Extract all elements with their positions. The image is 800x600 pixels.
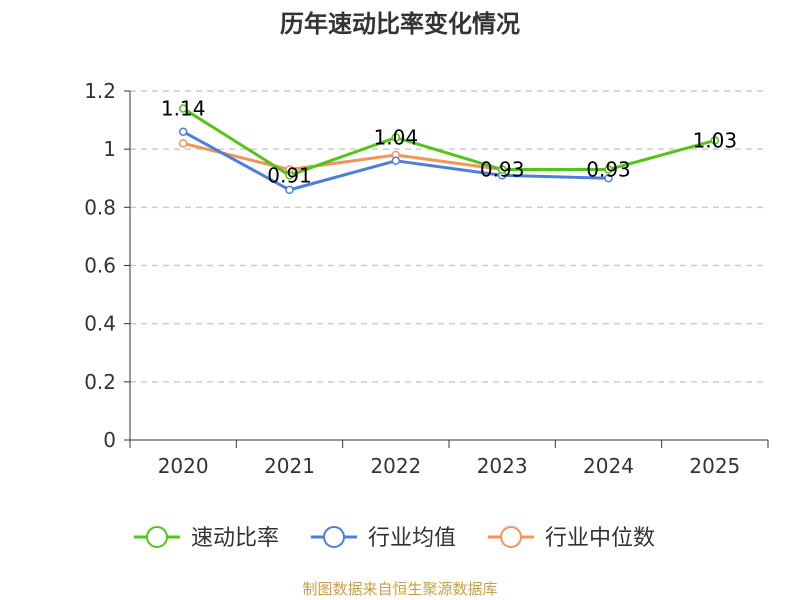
- data-label: 1.04: [374, 126, 419, 150]
- y-tick-label: 0.6: [84, 254, 116, 278]
- legend-swatch-marker: [500, 526, 522, 548]
- legend-swatch-marker: [146, 526, 168, 548]
- data-label: 0.91: [267, 163, 312, 187]
- y-tick-label: 1.2: [84, 79, 116, 103]
- data-point: [604, 165, 613, 174]
- legend: 速动比率 行业均值 行业中位数: [134, 526, 655, 551]
- data-point: [391, 133, 401, 142]
- data-point: [497, 165, 507, 174]
- data-labels: 1.14 0.91 1.04 0.93 0.93 1.03: [161, 96, 737, 187]
- data-label: 1.03: [693, 128, 738, 152]
- legend-item: 行业中位数: [488, 526, 655, 551]
- legend-label: 速动比率: [191, 526, 279, 551]
- legend-swatch-marker: [323, 526, 345, 548]
- x-tick-label: 2022: [370, 454, 421, 478]
- y-tick-label: 0.8: [84, 195, 116, 219]
- data-point: [604, 174, 613, 183]
- y-tick-label: 0.2: [84, 370, 116, 394]
- x-tick-label: 2024: [583, 454, 634, 478]
- data-label: 0.93: [480, 158, 525, 182]
- series-group: [178, 104, 720, 195]
- data-point: [285, 171, 294, 180]
- source-note: 制图数据来自恒生聚源数据库: [302, 580, 497, 598]
- legend-label: 行业均值: [368, 526, 456, 551]
- data-point: [178, 127, 188, 136]
- legend-item: 速动比率: [134, 526, 279, 551]
- data-label: 0.93: [586, 158, 631, 182]
- y-tick-label: 0: [103, 428, 116, 452]
- data-point: [710, 136, 720, 145]
- axes: 0 0.2 0.4 0.6 0.8 1 1.2 2020 2021 2022 2023 2024 202…: [84, 79, 769, 478]
- chart-title: 历年速动比率变化情况: [280, 10, 520, 38]
- x-tick-label: 2021: [264, 454, 315, 478]
- x-tick-label: 2020: [158, 454, 209, 478]
- data-point: [391, 156, 401, 166]
- y-tick-label: 0.4: [84, 312, 116, 336]
- data-label: 1.14: [161, 96, 206, 120]
- x-tick-label: 2025: [689, 454, 740, 478]
- legend-label: 行业中位数: [545, 526, 655, 551]
- data-point: [285, 185, 294, 195]
- data-point: [178, 104, 188, 113]
- y-tick-label: 1: [103, 137, 116, 161]
- series-line-0: [182, 107, 716, 177]
- legend-item: 行业均值: [311, 526, 456, 551]
- x-tick-label: 2023: [477, 454, 528, 478]
- grid-lines: [130, 90, 768, 383]
- data-point: [178, 139, 188, 148]
